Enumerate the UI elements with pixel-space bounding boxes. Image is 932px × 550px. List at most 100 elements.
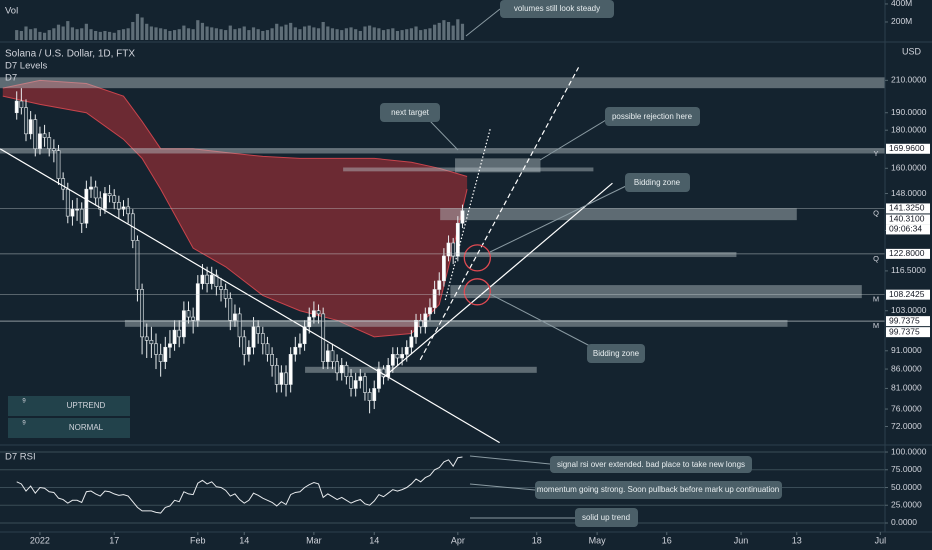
price-label-box [886, 203, 930, 214]
candle-body [98, 197, 103, 210]
volume-bar [52, 28, 56, 40]
callout-text: Bidding zone [593, 349, 640, 358]
volume-bar [182, 25, 186, 40]
volume-bar [210, 27, 214, 40]
candle-body [65, 188, 70, 217]
candle-body [228, 298, 233, 321]
currency-label[interactable]: USD [902, 46, 922, 56]
candle-body [418, 319, 423, 328]
price-label: 140.3100 [889, 214, 925, 224]
pane-title: Vol [5, 6, 18, 17]
volume-bar [460, 23, 465, 40]
candle-body [89, 186, 93, 190]
candle-body [395, 354, 400, 359]
candle-body [214, 274, 219, 287]
candle-body [79, 208, 84, 224]
panel-state: NORMAL [69, 423, 104, 432]
candle-body [330, 350, 335, 362]
volume-bar [80, 28, 84, 40]
candle-body [149, 339, 154, 345]
volume-bar [270, 28, 274, 40]
trendline [0, 148, 500, 444]
y-tick-label: 116.5000 [891, 265, 926, 275]
candle-body [256, 326, 261, 334]
volume-bar [302, 26, 307, 40]
volume-bar [247, 30, 251, 40]
cloud-upper [2, 79, 468, 177]
volume-bar [70, 27, 75, 40]
volume-bar [242, 26, 246, 40]
candle-body [181, 310, 186, 338]
candle-body [140, 289, 144, 338]
candle-body [154, 343, 158, 355]
zone [455, 158, 541, 173]
volume-bar [61, 26, 65, 40]
price-label-box [886, 143, 930, 154]
volume-bar [335, 29, 339, 40]
candle-body [42, 133, 47, 138]
candle-body [251, 326, 256, 348]
candle-body [446, 242, 451, 257]
candle-body [274, 365, 279, 385]
volume-bar [228, 25, 232, 40]
countdown: 09:06:34 [889, 224, 922, 234]
callout-box [550, 456, 752, 473]
volume-bar [307, 25, 311, 40]
candle-body [311, 310, 316, 318]
volume-bar [358, 30, 362, 40]
volume-bar [98, 31, 102, 40]
y-tick-label: 72.0000 [891, 421, 922, 431]
candle-body [158, 354, 163, 362]
candle-body [116, 202, 121, 210]
volume-bar [112, 32, 116, 40]
highlight-circle [463, 244, 491, 272]
callout-box [500, 0, 614, 18]
callout: volumes still look steady [465, 0, 614, 37]
panel-row [8, 396, 130, 416]
candle-body [344, 365, 349, 377]
y-tick-label: 200M [891, 16, 912, 26]
candle-body [390, 354, 395, 366]
volume-bar [66, 21, 70, 40]
candle-body [186, 310, 191, 318]
y-tick-label: 81.0000 [891, 383, 922, 393]
candle-body [121, 206, 126, 210]
candle-body [441, 255, 446, 282]
volume-bar [381, 30, 386, 40]
volume-bar [19, 30, 23, 40]
x-tick-label: 16 [662, 535, 672, 545]
y-tick-label: 100.0000 [891, 446, 927, 456]
volume-bar [154, 27, 158, 40]
countdown-box [886, 224, 930, 235]
volume-bar [261, 30, 265, 40]
callout: Bidding zone [489, 173, 690, 253]
candle-body [14, 100, 19, 114]
volume-bar [354, 29, 358, 40]
volume-bar [275, 23, 279, 40]
volume-bar [168, 30, 172, 40]
volume-bar [423, 29, 427, 40]
candle-body [107, 193, 112, 197]
panel-state: UPTREND [67, 401, 106, 410]
candle-body [302, 326, 307, 345]
volume-bar [414, 26, 418, 40]
volume-bar [284, 24, 288, 40]
volume-bar [456, 19, 460, 40]
candle-body [455, 222, 460, 257]
candle-body [335, 361, 339, 374]
volume-bar [159, 28, 163, 40]
candle-body [172, 329, 177, 345]
callout-text: solid up trend [582, 513, 630, 522]
volume-bar [75, 29, 79, 40]
volume-bar [103, 30, 107, 40]
candle-body [414, 319, 418, 338]
callout-text: Bidding zone [634, 178, 681, 187]
volume-bar [149, 26, 153, 40]
y-tick-label: 25.0000 [891, 499, 922, 509]
candle-body [358, 376, 363, 381]
x-tick-label: 13 [792, 535, 802, 545]
y-tick-label: 148.0000 [891, 188, 927, 198]
volume-bar [279, 26, 283, 40]
candle-body [135, 240, 140, 290]
candle-body [400, 354, 405, 359]
